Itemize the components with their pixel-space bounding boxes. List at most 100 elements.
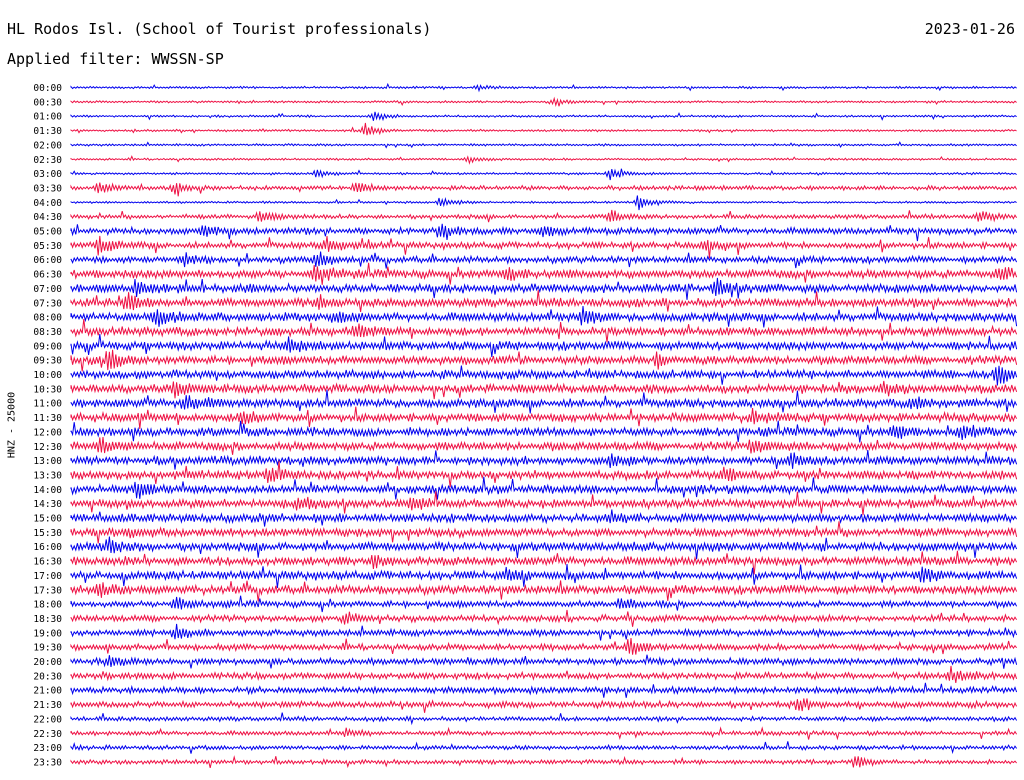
time-tick-label: 00:00	[33, 83, 62, 94]
trace-line	[70, 491, 1018, 516]
time-tick-label: 03:00	[33, 169, 62, 180]
time-tick-label: 23:00	[33, 743, 62, 754]
time-tick-label: 16:00	[33, 542, 62, 553]
trace-line	[70, 755, 1017, 769]
trace-line	[70, 96, 1017, 108]
trace-line	[70, 318, 1018, 343]
trace-line	[70, 460, 1018, 488]
time-tick-label: 08:00	[33, 313, 62, 324]
trace-line	[70, 623, 1018, 641]
time-tick-label: 14:00	[33, 485, 62, 496]
time-tick-label: 11:00	[33, 399, 62, 410]
trace-line	[70, 141, 1017, 149]
time-tick-label: 22:00	[33, 714, 62, 725]
trace-line	[70, 420, 1018, 443]
time-tick-label: 20:30	[33, 671, 62, 682]
trace-line	[70, 122, 1017, 136]
trace-line	[70, 277, 1018, 300]
trace-line	[70, 665, 1018, 683]
time-tick-label: 12:00	[33, 427, 62, 438]
trace-line	[70, 595, 1018, 613]
trace-line	[70, 638, 1017, 655]
trace-line	[70, 235, 1018, 259]
time-tick-label: 13:00	[33, 456, 62, 467]
time-tick-label: 19:00	[33, 628, 62, 639]
time-tick-label: 05:00	[33, 227, 62, 238]
trace-line	[70, 726, 1018, 741]
trace-line	[70, 476, 1018, 500]
time-tick-label: 02:30	[33, 155, 62, 166]
time-tick-label: 15:00	[33, 514, 62, 525]
time-tick-label: 04:00	[33, 198, 62, 209]
trace-line	[70, 262, 1018, 285]
time-tick-label: 17:00	[33, 571, 62, 582]
time-tick-label: 12:30	[33, 442, 62, 453]
time-tick-label: 01:30	[33, 126, 62, 137]
time-tick-label: 07:00	[33, 284, 62, 295]
trace-line	[70, 741, 1018, 755]
trace-line	[70, 437, 1018, 455]
trace-line	[70, 380, 1018, 400]
trace-line	[70, 654, 1018, 669]
trace-line	[70, 580, 1018, 602]
filter-label: Applied filter: WWSSN-SP	[7, 50, 224, 68]
time-tick-label: 06:30	[33, 270, 62, 281]
trace-line	[70, 712, 1018, 726]
time-tick-label: 02:00	[33, 140, 62, 151]
trace-line	[70, 365, 1018, 386]
time-tick-label: 04:30	[33, 212, 62, 223]
station-title: HL Rodos Isl. (School of Tourist profess…	[7, 20, 432, 38]
time-tick-label: 01:00	[33, 112, 62, 123]
time-tick-label: 18:30	[33, 614, 62, 625]
trace-line	[70, 563, 1018, 588]
time-tick-label: 20:00	[33, 657, 62, 668]
trace-line	[70, 111, 1017, 122]
trace-line	[70, 155, 1017, 165]
trace-line	[70, 449, 1018, 470]
trace-line	[70, 536, 1018, 560]
time-tick-label: 09:00	[33, 341, 62, 352]
time-tick-label: 21:00	[33, 686, 62, 697]
time-tick-label: 08:30	[33, 327, 62, 338]
time-tick-label: 03:30	[33, 183, 62, 194]
time-tick-label: 09:30	[33, 356, 62, 367]
time-tick-label: 13:30	[33, 470, 62, 481]
trace-line	[70, 223, 1018, 242]
trace-line	[70, 349, 1018, 372]
time-tick-label: 00:30	[33, 97, 62, 108]
date-label: 2023-01-26	[924, 20, 1015, 38]
time-tick-label: 21:30	[33, 700, 62, 711]
trace-line	[70, 698, 1018, 713]
time-tick-label: 14:30	[33, 499, 62, 510]
time-tick-label: 10:30	[33, 384, 62, 395]
trace-line	[70, 389, 1018, 414]
trace-line	[70, 168, 1017, 181]
time-tick-label: 07:30	[33, 298, 62, 309]
trace-line	[70, 333, 1018, 357]
trace-line	[70, 521, 1018, 544]
trace-line	[70, 609, 1018, 627]
time-tick-label: 10:00	[33, 370, 62, 381]
time-tick-label: 05:30	[33, 241, 62, 252]
time-tick-label: 18:00	[33, 600, 62, 611]
trace-line	[70, 290, 1018, 312]
trace-line	[70, 509, 1018, 527]
time-tick-label: 19:30	[33, 643, 62, 654]
trace-line	[70, 251, 1018, 269]
trace-line	[70, 550, 1018, 575]
trace-line	[70, 682, 1018, 698]
time-tick-label: 16:30	[33, 557, 62, 568]
trace-line	[70, 82, 1017, 93]
trace-line	[70, 195, 1017, 211]
trace-line	[70, 406, 1018, 429]
time-tick-label: 23:30	[33, 757, 62, 768]
time-tick-label: 06:00	[33, 255, 62, 266]
trace-line	[70, 305, 1018, 328]
trace-line	[70, 209, 1018, 223]
time-tick-label: 11:30	[33, 413, 62, 424]
time-tick-label: 17:30	[33, 585, 62, 596]
time-tick-label: 22:30	[33, 729, 62, 740]
time-tick-label: 15:30	[33, 528, 62, 539]
trace-line	[70, 182, 1018, 197]
